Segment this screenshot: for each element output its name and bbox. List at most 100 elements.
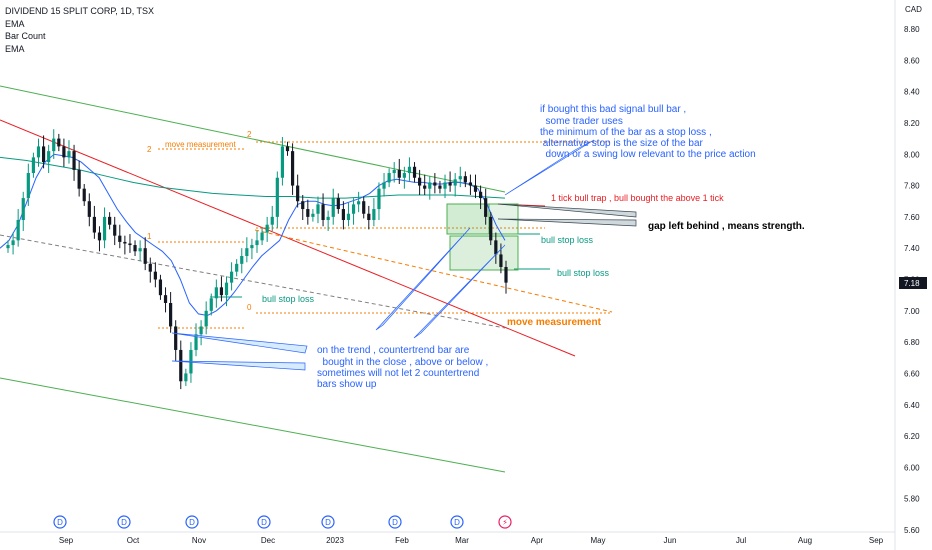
candle-body: [153, 271, 157, 280]
y-tick-label: 7.60: [904, 213, 920, 222]
candle-body: [484, 198, 488, 217]
candle-body: [57, 138, 61, 147]
candle-body: [250, 245, 254, 249]
time-axis[interactable]: Sep Oct Nov Dec 2023 Feb Mar Apr May Jun Jul Aug Sep: [59, 536, 884, 545]
y-tick-label: 6.60: [904, 369, 920, 378]
dividend-marker[interactable]: [185, 515, 199, 529]
candle-body: [453, 179, 457, 186]
bull-stop-loss-label-1: bull stop loss: [262, 294, 315, 304]
last-price-tag: [899, 277, 927, 289]
x-tick-label: Apr: [531, 536, 544, 545]
gap-wedge-2: [497, 218, 637, 227]
legend-bar-count[interactable]: Bar Count: [5, 31, 46, 41]
candle-body: [499, 254, 503, 267]
candle-body: [336, 198, 340, 210]
callout-bottom-line-1: on the trend , countertrend bar are: [317, 345, 470, 356]
bull-box-lower: [449, 235, 519, 271]
candle-body: [31, 157, 36, 174]
candle-body: [214, 287, 218, 299]
candle-body: [47, 151, 51, 163]
channel-upper-line: [0, 85, 506, 193]
callout-bottom-line-4: bars show up: [317, 379, 377, 390]
candle-body: [199, 326, 203, 335]
candle-body: [11, 240, 15, 246]
candle-body: [489, 216, 493, 241]
candle-body: [275, 177, 279, 217]
candle-body: [133, 245, 137, 252]
callout-wedge-mid-a: [375, 227, 471, 331]
candle-body: [448, 182, 452, 186]
candle-body: [321, 204, 325, 221]
candle-body: [260, 232, 264, 241]
y-tick-label: 6.20: [904, 432, 920, 441]
candle-body: [229, 271, 234, 283]
candle-body: [41, 146, 46, 163]
bull-stop-loss-label-3: bull stop loss: [557, 268, 610, 278]
y-tick-label: 8.20: [904, 119, 920, 128]
red-trendline: [0, 119, 576, 357]
x-tick-label: Mar: [455, 536, 469, 545]
candle-body: [255, 240, 259, 246]
x-tick-label: 2023: [326, 536, 344, 545]
candle-body: [494, 240, 498, 255]
callout-bottom-line-3: sometimes will not let 2 countertrend: [317, 368, 479, 379]
dividend-marker-label: D: [392, 518, 398, 527]
dividend-marker[interactable]: [388, 515, 402, 529]
candle-body: [245, 248, 249, 257]
candle-body: [52, 138, 56, 152]
candle-body: [21, 198, 25, 221]
x-tick-label: Aug: [798, 536, 812, 545]
y-tick-label: 8.80: [904, 25, 920, 34]
symbol-title[interactable]: DIVIDEND 15 SPLIT CORP, 1D, TSX: [5, 6, 155, 16]
candle-body: [311, 213, 315, 217]
legend-ema-1[interactable]: EMA: [5, 18, 25, 29]
candle-body: [138, 248, 142, 252]
event-markers[interactable]: D D D D D D D ⚡: [53, 515, 512, 529]
y-tick-label: 8.00: [904, 150, 920, 159]
currency-label: CAD: [905, 5, 922, 14]
dividend-marker[interactable]: [117, 515, 131, 529]
candle-body: [163, 295, 168, 303]
dividend-marker[interactable]: [450, 515, 464, 529]
x-tick-label: Nov: [192, 536, 206, 545]
candle-body: [92, 216, 96, 233]
y-tick-label: 5.80: [904, 495, 920, 504]
candle-body: [382, 182, 386, 189]
candle-body: [204, 310, 208, 327]
legend-ema-2[interactable]: EMA: [5, 43, 25, 54]
callout-top-line-3: the minimum of the bar as a stop loss ,: [540, 127, 712, 138]
bull-box-upper: [446, 203, 490, 235]
candle-body: [351, 204, 356, 214]
fib-label-2a: 2: [147, 145, 152, 154]
candle-body: [62, 146, 66, 158]
candle-body: [407, 166, 412, 174]
candle-body: [77, 169, 81, 189]
gap-label: gap left behind , means strength.: [648, 221, 805, 232]
candle-body: [285, 146, 290, 152]
candle-body: [224, 282, 229, 296]
y-tick-label: 5.60: [904, 526, 920, 535]
x-tick-label: Feb: [395, 536, 409, 545]
candle-body: [240, 256, 244, 264]
candle-body: [158, 279, 163, 296]
dividend-marker[interactable]: [53, 515, 67, 529]
candle-body: [357, 201, 361, 205]
candle-body: [463, 176, 467, 183]
candle-body: [346, 213, 351, 221]
candle-body: [443, 182, 447, 189]
candle-body: [128, 243, 132, 246]
candle-body: [235, 263, 239, 272]
dividend-marker-label: D: [325, 518, 331, 527]
earnings-marker-label: ⚡: [502, 518, 508, 527]
candle-body: [428, 182, 432, 189]
earnings-marker[interactable]: [498, 515, 512, 529]
candle-body: [123, 241, 127, 244]
chart-legend: DIVIDEND 15 SPLIT CORP, 1D, TSX EMA Bar …: [5, 5, 154, 55]
dividend-marker[interactable]: [257, 515, 271, 529]
candle-body: [87, 201, 91, 217]
dividend-marker-label: D: [454, 518, 460, 527]
candle-body: [392, 169, 396, 174]
dividend-marker[interactable]: [321, 515, 335, 529]
candle-body: [36, 146, 41, 158]
